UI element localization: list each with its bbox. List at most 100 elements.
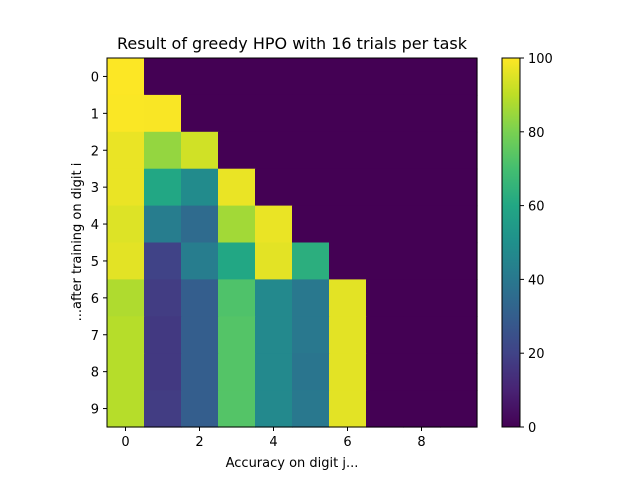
chart-title: Result of greedy HPO with 16 trials per … [117,34,468,53]
y-tick-label: 4 [91,218,99,233]
heatmap-cell [107,242,145,280]
y-tick-label: 2 [91,144,99,159]
heatmap-cell [440,242,478,280]
y-axis-label: ...after training on digit i [70,163,85,322]
heatmap-cell [107,168,145,207]
heatmap-cell [292,205,330,244]
heatmap-cell [107,205,145,244]
heatmap-cell [329,316,367,354]
y-tick-label: 1 [91,107,99,122]
colorbar-tick-label: 20 [528,347,545,362]
heatmap-cell [144,131,182,170]
heatmap-cell [440,390,478,428]
colorbar-tick-label: 40 [528,273,545,288]
heatmap-cell [107,131,145,170]
x-tick-label: 8 [417,435,425,450]
heatmap-cell [292,58,330,96]
heatmap-cell [403,205,441,244]
heatmap-cell [218,94,256,133]
heatmap-cell [403,58,441,96]
heatmap-cell [181,316,219,354]
heatmap-cell [403,94,441,133]
heatmap-cell [255,279,293,317]
heatmap-cell [107,390,145,428]
heatmap-cell [181,94,219,133]
heatmap-cell [440,131,478,170]
heatmap-cell [403,390,441,428]
x-tick-label: 0 [121,435,129,450]
heatmap-cell [107,353,145,391]
heatmap-cell [329,353,367,391]
heatmap-cell [181,205,219,244]
heatmap-cell [440,168,478,207]
heatmap-cell [144,205,182,244]
heatmap-cell [403,242,441,280]
y-tick-label: 7 [91,329,99,344]
colorbar-ticks: 0 20 40 60 80 100 [520,52,553,436]
heatmap-cell [366,94,404,133]
heatmap-cell [255,316,293,354]
heatmap-cell [292,390,330,428]
heatmap-cell [440,58,478,96]
colorbar [501,57,521,428]
heatmap-cell [255,168,293,207]
heatmap-cell [292,279,330,317]
heatmap-cell [329,279,367,317]
x-tick-label: 6 [343,435,351,450]
y-tick-label: 0 [91,70,99,85]
heatmap-cell [292,242,330,280]
heatmap-cell [181,131,219,170]
heatmap-grid [107,58,478,428]
heatmap-cell [218,205,256,244]
y-tick-label: 9 [91,403,99,418]
heatmap-cell [181,58,219,96]
x-tick-label: 4 [269,435,277,450]
heatmap-cell [255,94,293,133]
heatmap-cell [403,353,441,391]
heatmap-cell [440,279,478,317]
heatmap-cell [440,353,478,391]
heatmap-cell [329,58,367,96]
heatmap-cell [181,279,219,317]
heatmap-cell [292,131,330,170]
heatmap-cell [144,242,182,280]
heatmap-cell [366,131,404,170]
heatmap-cell [255,205,293,244]
heatmap-cell [366,353,404,391]
heatmap-cell [329,390,367,428]
heatmap-cell [144,390,182,428]
heatmap-cell [292,168,330,207]
heatmap-cell [218,58,256,96]
heatmap-cell [218,131,256,170]
y-tick-label: 6 [91,292,99,307]
colorbar-tick-label: 100 [528,52,553,67]
heatmap-cell [218,316,256,354]
heatmap-cell [366,316,404,354]
heatmap-cell [329,242,367,280]
y-tick-label: 3 [91,181,99,196]
heatmap-cell [218,242,256,280]
heatmap-cell [144,94,182,133]
y-axis-ticks: 0 1 2 3 4 5 6 7 8 9 [91,70,107,418]
heatmap-cell [144,279,182,317]
heatmap-cell [329,131,367,170]
x-axis-label: Accuracy on digit j... [226,456,359,471]
heatmap-cell [107,58,145,96]
plot-frame [106,57,478,428]
heatmap-cell [181,353,219,391]
heatmap-cell [218,279,256,317]
heatmap-cell [403,316,441,354]
heatmap-cell [292,316,330,354]
heatmap-cell [255,353,293,391]
heatmap-cell [181,242,219,280]
heatmap-cell [329,94,367,133]
heatmap-cell [255,242,293,280]
heatmap-cell [292,353,330,391]
x-tick-label: 2 [195,435,203,450]
heatmap-cell [366,279,404,317]
heatmap-cell [329,168,367,207]
heatmap-cell [255,390,293,428]
y-tick-label: 5 [91,255,99,270]
heatmap-cell [144,168,182,207]
